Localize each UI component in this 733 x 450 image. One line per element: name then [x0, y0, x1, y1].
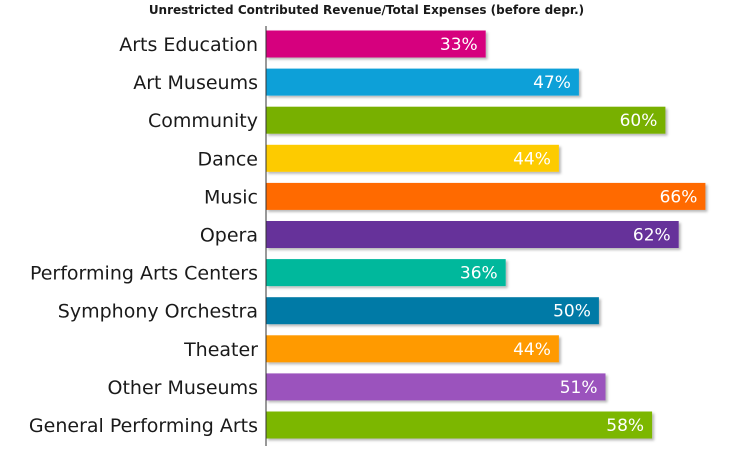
category-label-general-performing-arts: General Performing Arts [29, 415, 258, 437]
value-label-theater: 44% [513, 340, 551, 360]
value-label-symphony-orchestra: 50% [553, 302, 591, 322]
category-label-other-museums: Other Museums [108, 377, 258, 399]
bar-performing-arts-centers [266, 259, 506, 287]
category-label-dance: Dance [198, 148, 258, 170]
bar-general-performing-arts [266, 411, 653, 439]
category-label-performing-arts-centers: Performing Arts Centers [30, 263, 258, 285]
category-label-symphony-orchestra: Symphony Orchestra [58, 301, 258, 323]
value-label-art-museums: 47% [533, 73, 571, 93]
bars-layer [266, 30, 706, 439]
bar-theater [266, 335, 559, 363]
bar-symphony-orchestra [266, 297, 599, 325]
bar-other-museums [266, 373, 606, 401]
value-label-other-museums: 51% [560, 378, 598, 398]
value-label-dance: 44% [513, 149, 551, 169]
bar-opera [266, 221, 679, 248]
bar-arts-education [266, 30, 486, 58]
category-label-arts-education: Arts Education [119, 34, 258, 56]
value-label-performing-arts-centers: 36% [460, 264, 498, 284]
bar-music [266, 182, 706, 210]
value-label-music: 66% [660, 187, 698, 207]
bar-community [266, 106, 666, 134]
value-label-opera: 62% [633, 226, 671, 246]
value-label-general-performing-arts: 58% [606, 416, 644, 436]
category-label-community: Community [148, 110, 258, 132]
bar-dance [266, 144, 559, 172]
category-label-opera: Opera [200, 225, 258, 247]
category-label-music: Music [204, 186, 258, 208]
value-label-community: 60% [620, 111, 658, 131]
value-label-arts-education: 33% [440, 35, 478, 55]
bar-art-museums [266, 68, 579, 96]
category-label-theater: Theater [183, 339, 258, 361]
chart-title: Unrestricted Contributed Revenue/Total E… [148, 3, 585, 17]
category-label-art-museums: Art Museums [133, 72, 258, 94]
labels-layer: Arts Education 33% Art Museums 47% Community… [29, 34, 697, 437]
